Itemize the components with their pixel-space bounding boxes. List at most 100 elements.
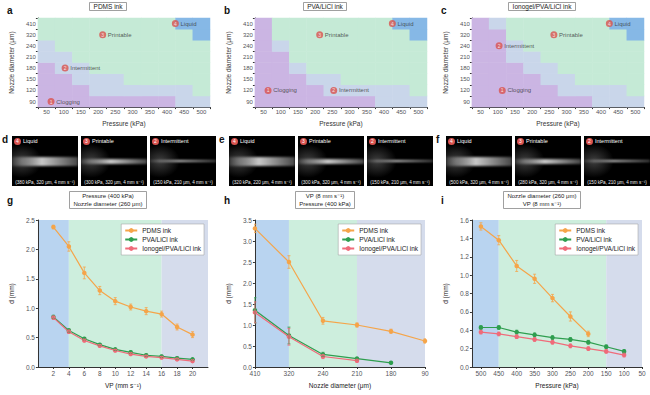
svg-text:PDMS ink: PDMS ink: [142, 227, 172, 234]
svg-text:410: 410: [250, 370, 261, 377]
svg-text:210: 210: [243, 54, 254, 60]
svg-text:4: 4: [67, 370, 71, 377]
svg-text:90: 90: [29, 99, 36, 105]
svg-text:0.0: 0.0: [26, 364, 35, 371]
svg-text:Clogging: Clogging: [55, 99, 80, 105]
svg-text:Printable: Printable: [323, 32, 349, 38]
svg-text:4: 4: [608, 21, 611, 27]
svg-text:150: 150: [460, 76, 471, 82]
svg-text:Printable: Printable: [106, 32, 132, 38]
svg-text:250: 250: [544, 109, 555, 115]
svg-text:1.2: 1.2: [460, 253, 469, 260]
svg-text:200: 200: [583, 370, 594, 377]
svg-text:Nozzle diameter (μm): Nozzle diameter (μm): [225, 31, 233, 93]
svg-text:d (mm): d (mm): [8, 283, 16, 304]
svg-text:200: 200: [93, 109, 104, 115]
svg-text:18: 18: [173, 370, 181, 377]
svg-text:PDMS ink: PDMS ink: [576, 227, 606, 234]
svg-text:g: g: [7, 195, 13, 206]
svg-text:Pressure (kPa): Pressure (kPa): [536, 120, 579, 128]
svg-text:Liquid: Liquid: [613, 21, 631, 27]
svg-text:400: 400: [162, 109, 173, 115]
svg-text:4: 4: [174, 21, 177, 27]
svg-text:50: 50: [260, 109, 267, 115]
svg-text:450: 450: [613, 109, 624, 115]
svg-text:Pressure (kPa): Pressure (kPa): [319, 120, 362, 128]
svg-text:Nozzle diameter (μm): Nozzle diameter (μm): [442, 31, 450, 93]
svg-text:500: 500: [196, 109, 207, 115]
svg-text:350: 350: [579, 109, 590, 115]
svg-text:PVA/LiCl ink: PVA/LiCl ink: [576, 236, 612, 243]
svg-text:c: c: [441, 5, 447, 16]
svg-text:50: 50: [43, 109, 50, 115]
svg-text:100: 100: [59, 109, 70, 115]
svg-text:10: 10: [112, 370, 120, 377]
svg-text:150: 150: [510, 109, 521, 115]
svg-text:450: 450: [493, 370, 504, 377]
svg-text:410: 410: [243, 21, 254, 27]
svg-text:b: b: [224, 5, 230, 16]
svg-text:a: a: [7, 5, 13, 16]
svg-text:Pressure (400 kPa): Pressure (400 kPa): [82, 193, 134, 199]
svg-text:300: 300: [547, 370, 558, 377]
svg-text:2: 2: [52, 370, 56, 377]
svg-text:250: 250: [327, 109, 338, 115]
svg-text:100: 100: [493, 109, 504, 115]
svg-text:VP (8 mm s⁻¹): VP (8 mm s⁻¹): [523, 201, 561, 207]
svg-text:2.5: 2.5: [26, 217, 35, 224]
svg-text:0.6: 0.6: [460, 308, 469, 315]
svg-text:4: 4: [391, 21, 394, 27]
svg-text:2.5: 2.5: [243, 259, 252, 266]
svg-text:180: 180: [26, 65, 37, 71]
svg-text:14: 14: [143, 370, 151, 377]
svg-text:410: 410: [26, 21, 37, 27]
svg-text:Pressure (kPa): Pressure (kPa): [102, 120, 145, 128]
svg-text:2: 2: [64, 65, 67, 71]
svg-text:1.0: 1.0: [460, 272, 469, 279]
svg-text:320: 320: [26, 32, 37, 38]
svg-text:300: 300: [128, 109, 139, 115]
svg-text:350: 350: [145, 109, 156, 115]
svg-text:100: 100: [276, 109, 287, 115]
svg-text:Intermittent: Intermittent: [503, 43, 535, 49]
svg-text:2.0: 2.0: [26, 246, 35, 253]
svg-text:Ionogel/PVA/LiCl ink: Ionogel/PVA/LiCl ink: [359, 245, 419, 253]
svg-text:500: 500: [475, 370, 486, 377]
svg-text:2.0: 2.0: [243, 280, 252, 287]
svg-text:PDMS ink: PDMS ink: [359, 227, 389, 234]
svg-text:400: 400: [379, 109, 390, 115]
svg-text:PVA/LiCl ink: PVA/LiCl ink: [359, 236, 395, 243]
svg-text:i: i: [441, 195, 444, 206]
svg-text:120: 120: [243, 87, 254, 93]
svg-text:1: 1: [267, 87, 270, 93]
svg-text:Ionogel/PVA/LiCl ink: Ionogel/PVA/LiCl ink: [576, 245, 636, 253]
svg-text:d (mm): d (mm): [442, 283, 450, 304]
svg-text:200: 200: [527, 109, 538, 115]
svg-text:Pressure (kPa): Pressure (kPa): [535, 382, 578, 390]
svg-text:150: 150: [293, 109, 304, 115]
svg-text:400: 400: [511, 370, 522, 377]
svg-text:1.6: 1.6: [460, 217, 469, 224]
svg-text:300: 300: [562, 109, 573, 115]
svg-text:PVA/LiCl ink: PVA/LiCl ink: [307, 3, 343, 10]
svg-text:20: 20: [189, 370, 197, 377]
svg-text:250: 250: [565, 370, 576, 377]
svg-text:50: 50: [638, 370, 646, 377]
svg-text:3.5: 3.5: [243, 217, 252, 224]
svg-text:320: 320: [284, 370, 295, 377]
svg-text:150: 150: [76, 109, 87, 115]
svg-text:3: 3: [318, 32, 321, 38]
svg-text:240: 240: [243, 43, 254, 49]
svg-text:12: 12: [127, 370, 135, 377]
svg-text:Ionogel/PVA/LiCl ink: Ionogel/PVA/LiCl ink: [513, 3, 573, 11]
svg-text:Nozzle diameter (260 μm): Nozzle diameter (260 μm): [73, 201, 142, 207]
svg-text:350: 350: [362, 109, 373, 115]
svg-text:0.5: 0.5: [243, 343, 252, 350]
svg-text:250: 250: [110, 109, 121, 115]
svg-text:180: 180: [243, 65, 254, 71]
svg-text:3: 3: [101, 32, 104, 38]
svg-text:90: 90: [246, 99, 253, 105]
svg-text:0.2: 0.2: [460, 345, 469, 352]
svg-text:400: 400: [596, 109, 607, 115]
svg-text:1.5: 1.5: [243, 301, 252, 308]
